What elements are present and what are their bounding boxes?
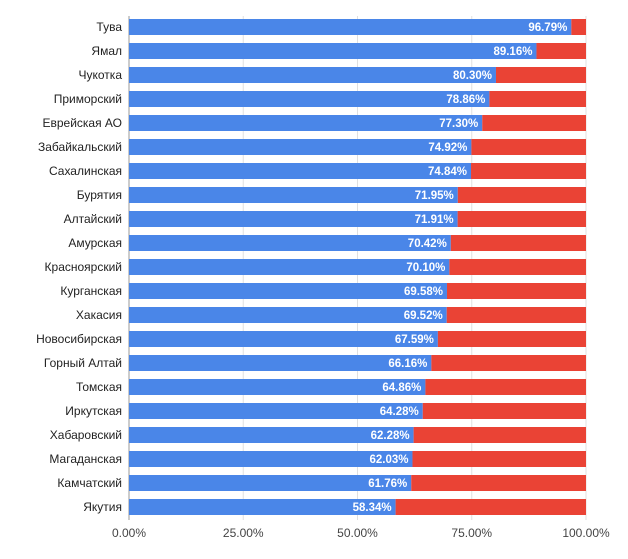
data-label: 69.58% [404, 286, 443, 298]
x-tick-label: 75.00% [451, 526, 492, 540]
bar-segment-remainder [446, 307, 586, 323]
data-label: 74.92% [428, 142, 467, 154]
bar-segment-remainder [395, 499, 586, 515]
x-tick-label: 0.00% [112, 526, 146, 540]
category-label: Бурятия [77, 188, 122, 202]
category-label: Амурская [68, 236, 122, 250]
category-label: Якутия [83, 500, 122, 514]
data-label: 64.86% [382, 382, 421, 394]
bar-segment-primary [129, 91, 490, 107]
category-label: Алтайский [64, 212, 122, 226]
data-label: 89.16% [493, 46, 532, 58]
bar-segment-primary [129, 43, 537, 59]
data-label: 71.91% [415, 214, 454, 226]
x-tick-label: 100.00% [562, 526, 610, 540]
bar-segment-primary [129, 211, 458, 227]
bar-segment-remainder [422, 403, 586, 419]
bar-segment-remainder [437, 331, 586, 347]
bar-segment-remainder [489, 91, 586, 107]
bar-segment-remainder [471, 163, 586, 179]
data-label: 70.42% [408, 238, 447, 250]
bar-segment-primary [129, 379, 426, 395]
bar-segment-primary [129, 235, 451, 251]
data-label: 77.30% [439, 118, 478, 130]
data-label: 69.52% [404, 310, 443, 322]
data-label: 70.10% [406, 262, 445, 274]
bar-segment-remainder [413, 427, 586, 443]
bar-segment-primary [129, 331, 438, 347]
category-label: Магаданская [49, 452, 122, 466]
bar-segment-primary [129, 307, 447, 323]
bar-segment-primary [129, 139, 472, 155]
data-label: 62.03% [369, 454, 408, 466]
bar-segment-remainder [571, 19, 586, 35]
bar-segment-remainder [450, 235, 586, 251]
bar-segment-primary [129, 19, 572, 35]
data-label: 71.95% [415, 190, 454, 202]
bar-segment-primary [129, 115, 483, 131]
category-label: Чукотка [79, 68, 123, 82]
x-tick-label: 25.00% [223, 526, 264, 540]
bar-segment-primary [129, 451, 413, 467]
bar-segment-primary [129, 259, 450, 275]
bar-segment-remainder [449, 259, 586, 275]
data-label: 62.28% [371, 430, 410, 442]
bar-segment-remainder [482, 115, 586, 131]
bar-segment-primary [129, 427, 414, 443]
category-label: Камчатский [57, 476, 122, 490]
bar-segment-primary [129, 163, 472, 179]
bar-segment-primary [129, 283, 447, 299]
bar-segment-remainder [446, 283, 586, 299]
category-label: Новосибирская [36, 332, 122, 346]
category-label: Хакасия [76, 308, 122, 322]
category-label: Иркутская [65, 404, 122, 418]
category-label: Томская [76, 380, 122, 394]
category-label: Забайкальский [38, 140, 122, 154]
category-label: Курганская [60, 284, 122, 298]
bar-segment-remainder [457, 187, 586, 203]
bar-segment-remainder [411, 475, 586, 491]
x-tick-label: 50.00% [337, 526, 378, 540]
category-label: Горный Алтай [44, 356, 122, 370]
bar-segment-primary [129, 499, 396, 515]
bar-segment-primary [129, 475, 412, 491]
data-label: 78.86% [446, 94, 485, 106]
bar-segment-remainder [495, 67, 586, 83]
data-label: 61.76% [368, 478, 407, 490]
category-label: Тува [96, 20, 122, 34]
bar-segment-remainder [457, 211, 586, 227]
category-label: Еврейская АО [42, 116, 122, 130]
bar-segment-primary [129, 67, 496, 83]
bar-segment-remainder [471, 139, 586, 155]
category-label: Приморский [54, 92, 122, 106]
bar-segment-primary [129, 187, 458, 203]
bar-segment-primary [129, 403, 423, 419]
data-label: 64.28% [380, 406, 419, 418]
data-label: 67.59% [395, 334, 434, 346]
category-label: Хабаровский [50, 428, 122, 442]
category-label: Красноярский [45, 260, 122, 274]
bar-segment-remainder [536, 43, 586, 59]
data-label: 96.79% [528, 22, 567, 34]
bar-segment-remainder [425, 379, 586, 395]
data-label: 66.16% [388, 358, 427, 370]
bar-segment-primary [129, 355, 432, 371]
bar-segment-remainder [412, 451, 586, 467]
data-label: 74.84% [428, 166, 467, 178]
data-label: 80.30% [453, 70, 492, 82]
data-label: 58.34% [353, 502, 392, 514]
bar-segment-remainder [431, 355, 586, 371]
category-label: Сахалинская [49, 164, 122, 178]
category-label: Ямал [91, 44, 122, 58]
